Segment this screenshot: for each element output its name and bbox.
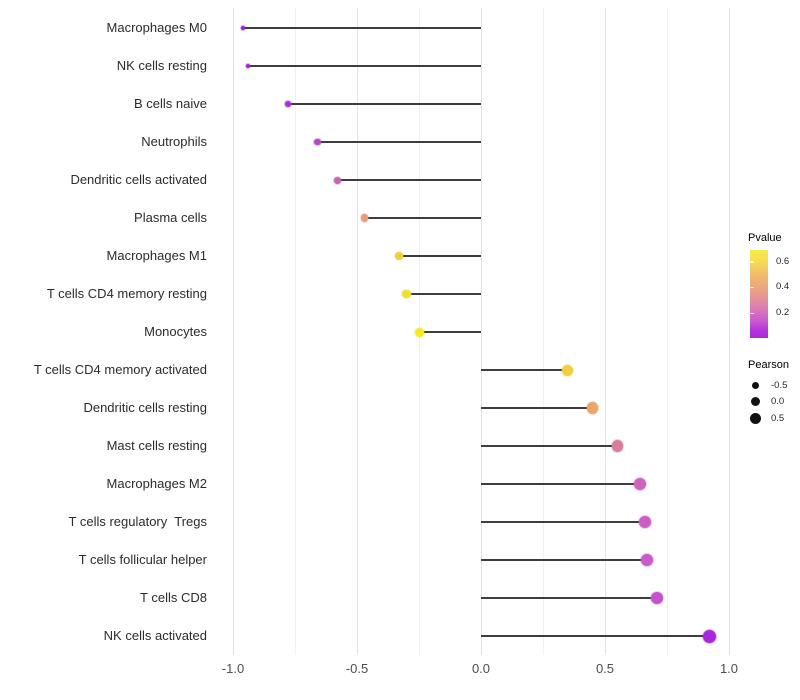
pearson-size-item: -0.5 xyxy=(748,377,789,394)
lollipop-stem xyxy=(481,635,710,637)
lollipop-stem xyxy=(481,559,648,561)
lollipop-dot xyxy=(284,101,291,107)
lollipop-dot xyxy=(641,554,654,566)
pearson-size-items: -0.5 0.0 0.5 xyxy=(748,377,789,427)
gridline-minor xyxy=(666,8,668,655)
y-axis-category-label: T cells CD4 memory activated xyxy=(33,362,207,377)
lollipop-stem xyxy=(337,179,481,181)
lollipop-stem xyxy=(481,445,618,447)
lollipop-stem xyxy=(399,255,481,257)
pearson-size-item: 0.5 xyxy=(748,410,789,427)
gridline-major xyxy=(232,8,234,655)
lollipop-dot xyxy=(562,364,574,376)
pearson-size-dot xyxy=(751,381,759,389)
y-axis-category-label: Dendritic cells resting xyxy=(83,400,207,415)
x-tick-label: 0.5 xyxy=(595,661,615,676)
lollipop-dot xyxy=(633,478,646,490)
y-axis-category-label: T cells CD8 xyxy=(140,590,207,605)
pearson-size-dot xyxy=(750,397,760,407)
lollipop-stem xyxy=(287,103,481,105)
y-axis-category-label: Plasma cells xyxy=(134,210,207,225)
colorbar-tick-label: 0.4 xyxy=(776,281,790,293)
pvalue-colorbar xyxy=(750,250,768,338)
y-axis-category-label: Monocytes xyxy=(144,324,207,339)
lollipop-dot xyxy=(611,440,624,452)
lollipop-stem xyxy=(317,141,481,143)
gridline-minor xyxy=(542,8,544,655)
y-axis-category-label: Macrophages M1 xyxy=(106,248,207,263)
lollipop-dot xyxy=(394,251,404,261)
legend-pearson-title: Pearson xyxy=(748,359,789,371)
gridline-major xyxy=(728,8,730,655)
y-axis-category-label: Macrophages M2 xyxy=(106,476,207,491)
lollipop-dot xyxy=(402,289,411,299)
y-axis-category-label: Mast cells resting xyxy=(106,438,207,453)
pearson-size-dot-box xyxy=(748,412,762,424)
lollipop-stem xyxy=(247,65,481,67)
pearson-size-dot-box xyxy=(748,381,762,389)
gridline-minor xyxy=(294,8,296,655)
colorbar-tick-label: 0.6 xyxy=(776,255,790,267)
colorbar-tick xyxy=(750,312,754,315)
pearson-size-label: 0.0 xyxy=(771,396,785,408)
lollipop-stem xyxy=(406,293,481,295)
gridline-major xyxy=(480,8,482,655)
lollipop-dot xyxy=(245,63,251,69)
colorbar-tick xyxy=(750,261,754,263)
lollipop-dot xyxy=(333,176,341,184)
lollipop-stem xyxy=(481,407,593,409)
lollipop-dot xyxy=(702,629,716,643)
x-tick-label: -1.0 xyxy=(221,661,245,676)
lollipop-dot xyxy=(638,516,651,528)
lollipop-dot xyxy=(586,402,599,414)
pearson-size-item: 0.0 xyxy=(748,394,789,411)
y-axis-category-label: T cells CD4 memory resting xyxy=(46,286,207,301)
pearson-size-dot-box xyxy=(748,397,762,407)
y-axis-category-label: Macrophages M0 xyxy=(106,20,207,35)
lollipop-stem xyxy=(481,597,658,599)
legend-pearson: Pearson -0.5 0.0 0.5 xyxy=(748,359,789,427)
x-tick-label: -0.5 xyxy=(345,661,369,676)
lollipop-stem xyxy=(364,217,481,219)
colorbar-tick-label: 0.2 xyxy=(776,307,790,319)
lollipop-dot xyxy=(240,26,245,30)
y-axis-category-label: NK cells activated xyxy=(103,628,207,643)
lollipop-dot xyxy=(360,214,369,222)
gridline-major xyxy=(356,8,358,655)
pearson-size-label: 0.5 xyxy=(771,412,785,424)
lollipop-stem xyxy=(419,331,481,333)
y-axis-category-label: T cells regulatory Tregs xyxy=(68,514,207,529)
y-axis-category-label: Neutrophils xyxy=(141,134,207,149)
pearson-size-dot xyxy=(749,412,761,424)
legend-pvalue-title: Pvalue xyxy=(748,232,782,244)
y-axis-category-label: NK cells resting xyxy=(116,58,207,73)
x-tick-label: 0.0 xyxy=(471,661,491,676)
lollipop-stem xyxy=(481,521,645,523)
x-tick-label: 1.0 xyxy=(719,661,739,676)
colorbar-tick xyxy=(750,286,754,289)
lollipop-dot xyxy=(414,327,424,337)
lollipop-stem xyxy=(481,483,640,485)
legend-pvalue: Pvalue 0.6 0.4 0.2 xyxy=(748,232,800,342)
lollipop-stem xyxy=(242,27,481,29)
lollipop-dot xyxy=(314,138,321,146)
pearson-size-label: -0.5 xyxy=(771,379,788,391)
lollipop-dot xyxy=(650,591,664,605)
y-axis-category-label: T cells follicular helper xyxy=(78,552,207,567)
pvalue-colorbar-wrap: 0.6 0.4 0.2 xyxy=(748,250,800,342)
y-axis-category-label: B cells naive xyxy=(134,96,207,111)
gridline-major xyxy=(604,8,606,655)
lollipop-stem xyxy=(481,369,568,371)
y-axis-category-label: Dendritic cells activated xyxy=(70,172,207,187)
